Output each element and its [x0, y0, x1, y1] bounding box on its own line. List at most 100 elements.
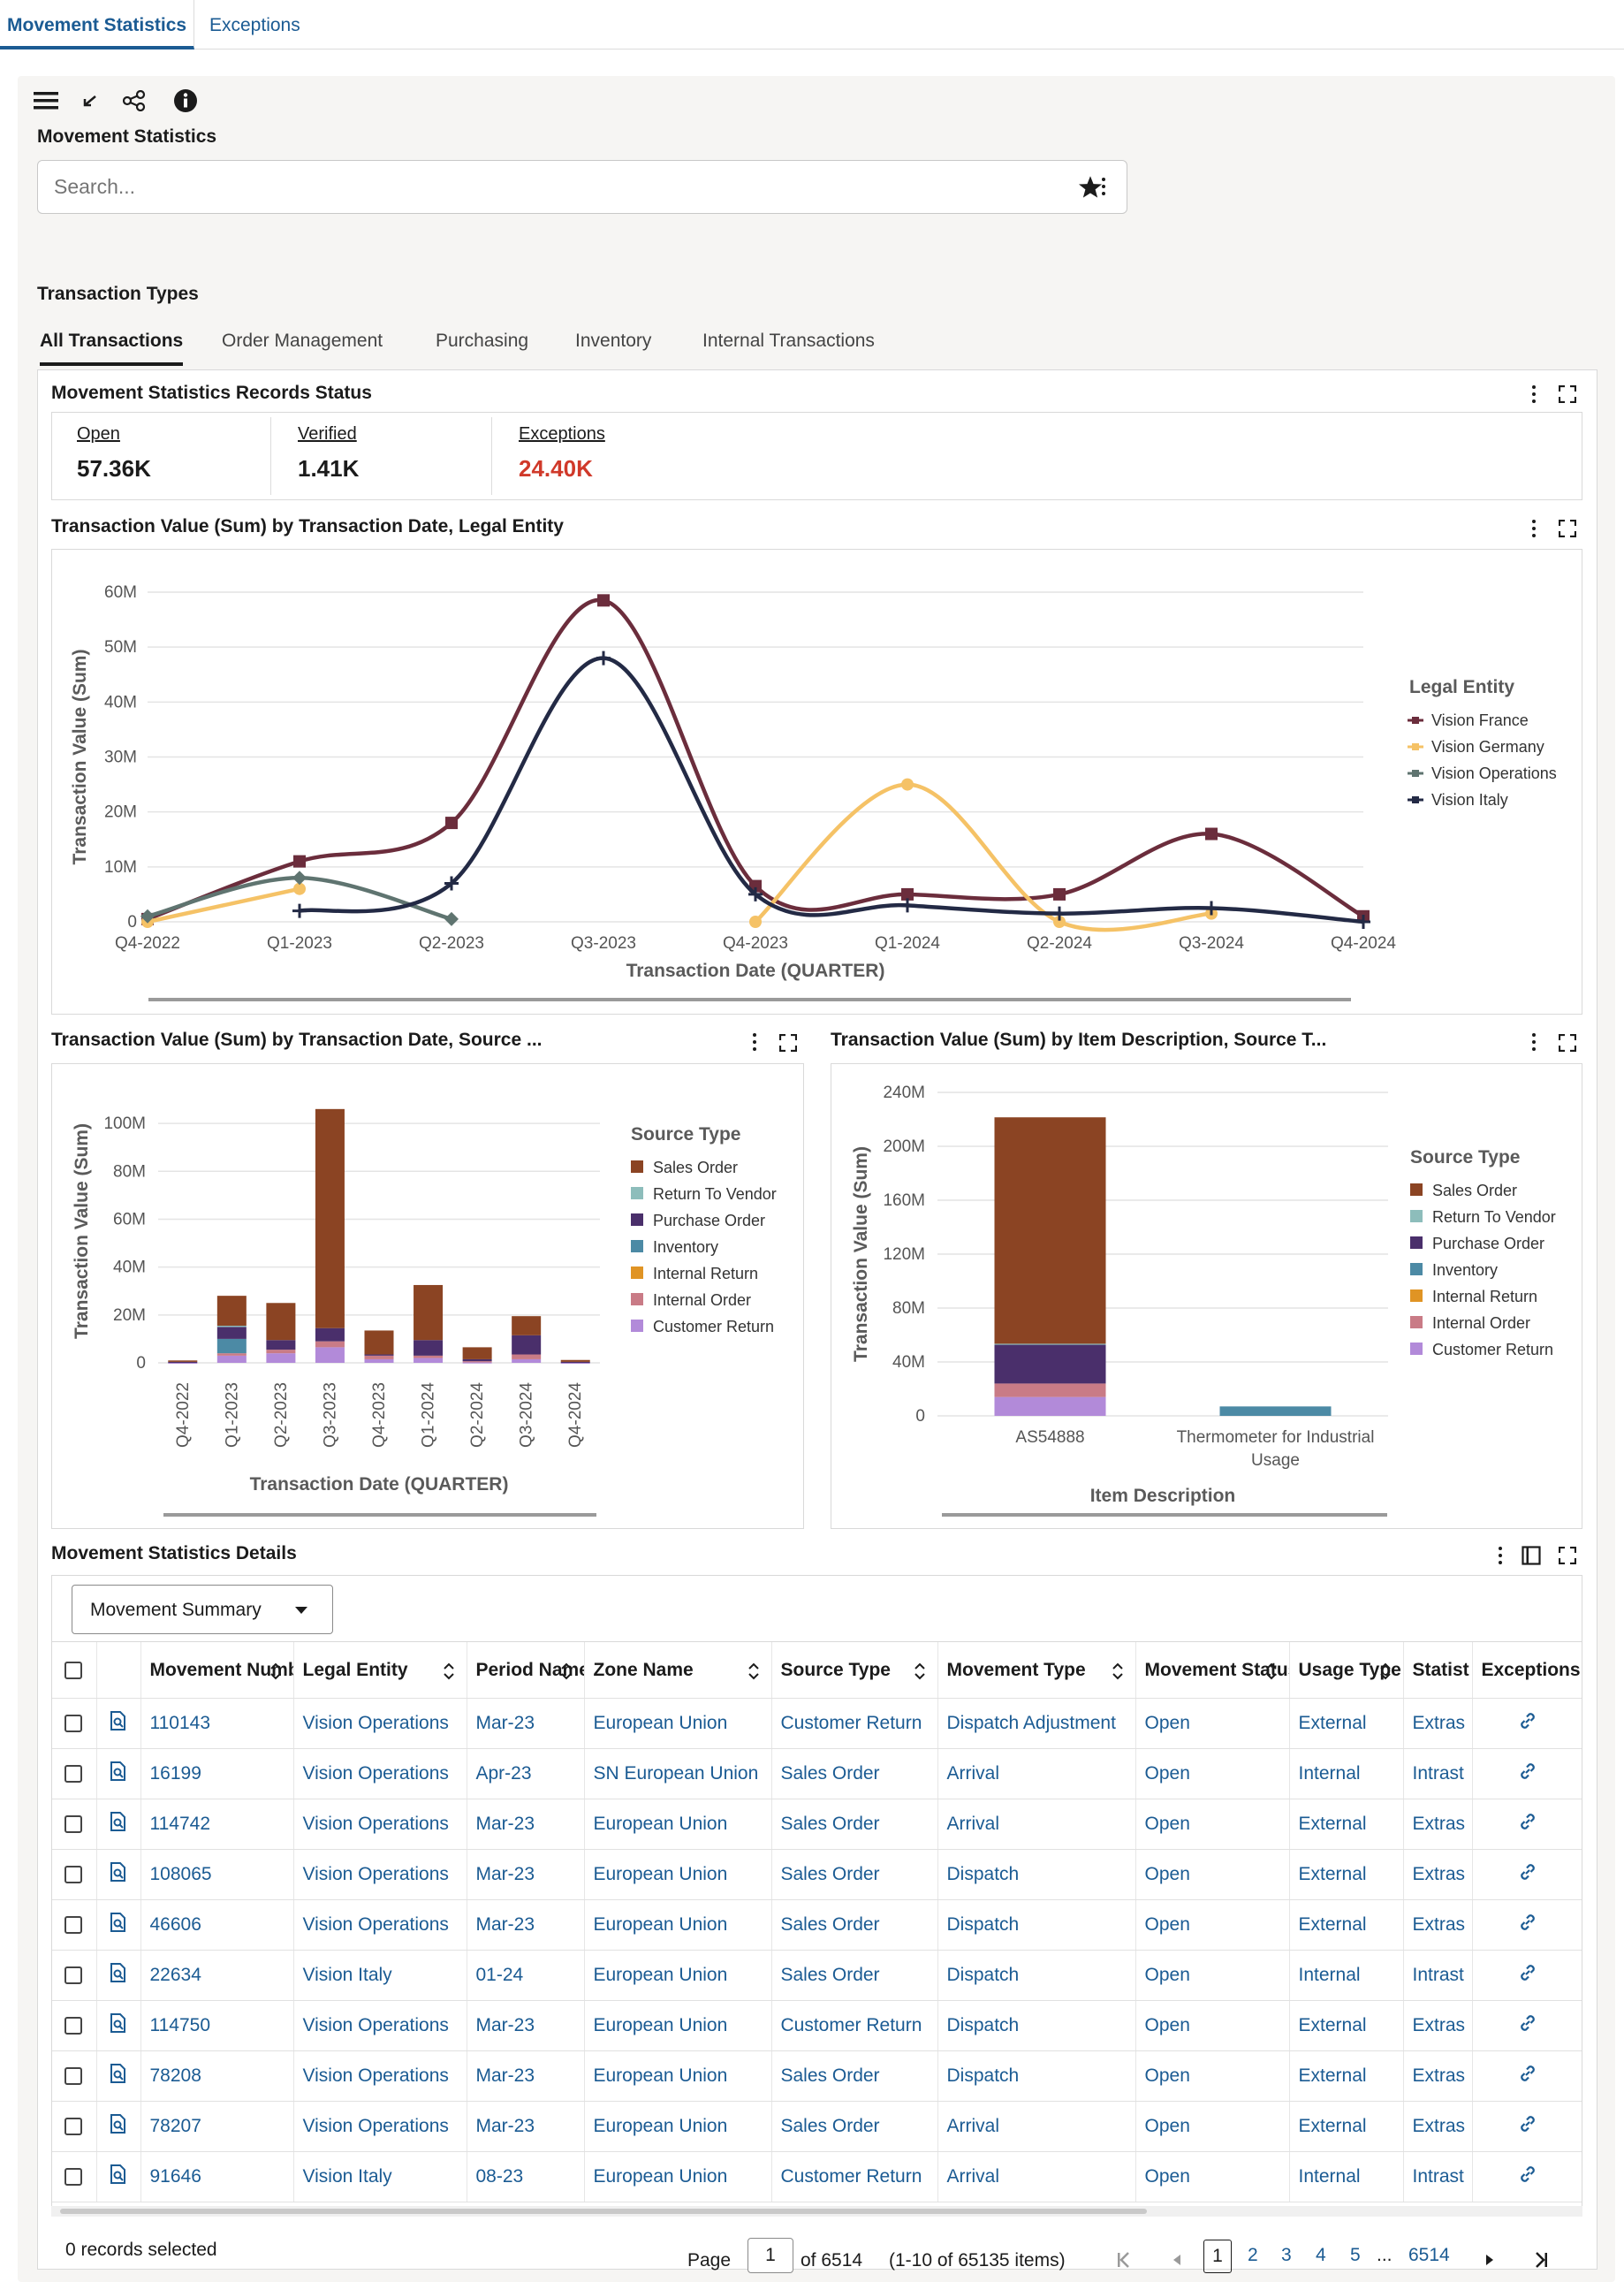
bar-segment[interactable] [364, 1354, 394, 1356]
sort-icon[interactable] [442, 1662, 456, 1681]
cell-period-name[interactable]: Mar-23 [466, 2000, 584, 2051]
table-row[interactable]: 114742 Vision Operations Mar-23 European Un… [52, 1799, 1582, 1850]
bar-segment[interactable] [364, 1355, 394, 1359]
next-page-icon[interactable] [1484, 2254, 1495, 2266]
cell-source-type[interactable]: Customer Return [770, 2000, 937, 2051]
cell-movement-number[interactable]: 91646 [140, 2151, 293, 2202]
bar-segment[interactable] [216, 1327, 247, 1339]
table-row[interactable]: 110143 Vision Operations Mar-23 European Un… [52, 1698, 1582, 1749]
metric-open[interactable]: Open 57.36K [77, 424, 151, 483]
table-row[interactable]: 114750 Vision Operations Mar-23 European Un… [52, 2000, 1582, 2051]
cell-movement-type[interactable]: Dispatch Adjustment [937, 1698, 1135, 1749]
cell-source-type[interactable]: Customer Return [770, 1698, 937, 1749]
cell-legal-entity[interactable]: Vision Operations [292, 1849, 467, 1900]
info-icon[interactable] [171, 85, 200, 117]
bar-segment[interactable] [266, 1353, 296, 1363]
data-point[interactable] [748, 886, 763, 901]
cell-movement-type[interactable]: Dispatch [937, 1849, 1135, 1900]
data-point[interactable] [901, 887, 914, 901]
cell-movement-number[interactable]: 110143 [140, 1698, 293, 1749]
table-row[interactable]: 108065 Vision Operations Mar-23 European Un… [52, 1849, 1582, 1900]
row-checkbox[interactable] [65, 1916, 82, 1935]
status-card-expand-icon[interactable] [1559, 385, 1576, 403]
bar-segment[interactable] [216, 1326, 247, 1327]
legend-item[interactable]: Customer Return [653, 1318, 774, 1335]
view-record-icon[interactable] [110, 2063, 127, 2084]
cell-usage-type[interactable]: External [1288, 1698, 1403, 1749]
bar-chart-date-expand-icon[interactable] [779, 1034, 797, 1052]
cell-statist-type[interactable]: Extras [1402, 1899, 1472, 1951]
data-point[interactable] [140, 909, 155, 924]
search-more-icon[interactable] [1095, 176, 1112, 197]
cell-source-type[interactable]: Sales Order [770, 1899, 937, 1951]
exceptions-link-icon[interactable] [1517, 2164, 1538, 2185]
data-point[interactable] [293, 882, 306, 895]
cell-movement-number[interactable]: 16199 [140, 1748, 293, 1799]
page-button[interactable]: 2 [1248, 2245, 1258, 2265]
cell-legal-entity[interactable]: Vision Operations [292, 1899, 467, 1951]
exceptions-link-icon[interactable] [1517, 1962, 1538, 1983]
cell-movement-status[interactable]: Open [1135, 1950, 1289, 2001]
cell-legal-entity[interactable]: Vision Operations [292, 2101, 467, 2152]
cell-period-name[interactable]: Apr-23 [466, 1748, 584, 1799]
cell-movement-status[interactable]: Open [1135, 1799, 1289, 1850]
bar-segment[interactable] [462, 1361, 492, 1363]
cell-zone-name[interactable]: European Union [583, 2000, 771, 2051]
bar-segment[interactable] [994, 1383, 1106, 1397]
data-point[interactable] [900, 898, 914, 913]
sort-icon[interactable] [747, 1662, 761, 1681]
cell-legal-entity[interactable]: Vision Operations [292, 1748, 467, 1799]
cell-source-type[interactable]: Sales Order [770, 1748, 937, 1799]
bar-segment[interactable] [266, 1350, 296, 1354]
cell-zone-name[interactable]: European Union [583, 1698, 771, 1749]
cell-zone-name[interactable]: European Union [583, 1799, 771, 1850]
sort-icon[interactable] [1378, 1662, 1393, 1681]
cell-usage-type[interactable]: Internal [1288, 2151, 1403, 2202]
legend-item[interactable]: Return To Vendor [1432, 1208, 1556, 1226]
legend-item[interactable]: Customer Return [1432, 1341, 1553, 1358]
scrollbar-thumb[interactable] [60, 2209, 1147, 2214]
page-number-input[interactable] [747, 2238, 793, 2273]
cell-movement-number[interactable]: 46606 [140, 1899, 293, 1951]
share-icon[interactable] [120, 85, 148, 117]
row-checkbox[interactable] [65, 2067, 82, 2086]
header-zone-name[interactable]: Zone Name [583, 1641, 771, 1699]
cell-legal-entity[interactable]: Vision Operations [292, 1698, 467, 1749]
bar-segment[interactable] [168, 1361, 198, 1364]
series-line-vision-france[interactable] [147, 598, 1365, 921]
bar-segment[interactable] [168, 1362, 198, 1364]
page-button[interactable]: 4 [1316, 2245, 1326, 2265]
tab-purchasing[interactable]: Purchasing [436, 331, 529, 351]
view-record-icon[interactable] [110, 2012, 127, 2034]
table-row[interactable]: 78207 Vision Operations Mar-23 European Uni… [52, 2101, 1582, 2152]
cell-period-name[interactable]: Mar-23 [466, 1899, 584, 1951]
tab-movement-statistics[interactable]: Movement Statistics [0, 0, 195, 49]
bar-segment[interactable] [462, 1347, 492, 1359]
bar-segment[interactable] [216, 1338, 247, 1354]
exceptions-link-icon[interactable] [1517, 1811, 1538, 1832]
bar-segment[interactable] [512, 1358, 542, 1363]
cell-movement-number[interactable]: 114750 [140, 2000, 293, 2051]
cell-statist-type[interactable]: Intrast [1402, 1748, 1472, 1799]
legend-item[interactable]: Sales Order [653, 1159, 738, 1176]
page-button-last[interactable]: 6514 [1408, 2245, 1450, 2265]
bar-segment[interactable] [414, 1284, 444, 1341]
cell-source-type[interactable]: Sales Order [770, 1799, 937, 1850]
data-point[interactable] [597, 594, 610, 607]
header-legal-entity[interactable]: Legal Entity [292, 1641, 467, 1699]
cell-period-name[interactable]: 08-23 [466, 2151, 584, 2202]
view-record-icon[interactable] [110, 1962, 127, 1983]
page-button-current[interactable]: 1 [1203, 2240, 1232, 2273]
series-line-vision-germany[interactable] [147, 886, 300, 924]
view-record-icon[interactable] [110, 1710, 127, 1731]
row-checkbox[interactable] [65, 2168, 82, 2187]
table-row[interactable]: 91646 Vision Italy 08-23 European Union Cust… [52, 2151, 1582, 2202]
cell-zone-name[interactable]: European Union [583, 2050, 771, 2102]
exceptions-link-icon[interactable] [1517, 1710, 1538, 1731]
legend-item[interactable]: Inventory [653, 1238, 718, 1256]
exceptions-link-icon[interactable] [1517, 2113, 1538, 2134]
previous-page-icon[interactable] [1172, 2254, 1182, 2266]
cell-movement-type[interactable]: Arrival [937, 2151, 1135, 2202]
data-point[interactable] [1204, 901, 1218, 916]
bar-segment[interactable] [560, 1359, 590, 1362]
